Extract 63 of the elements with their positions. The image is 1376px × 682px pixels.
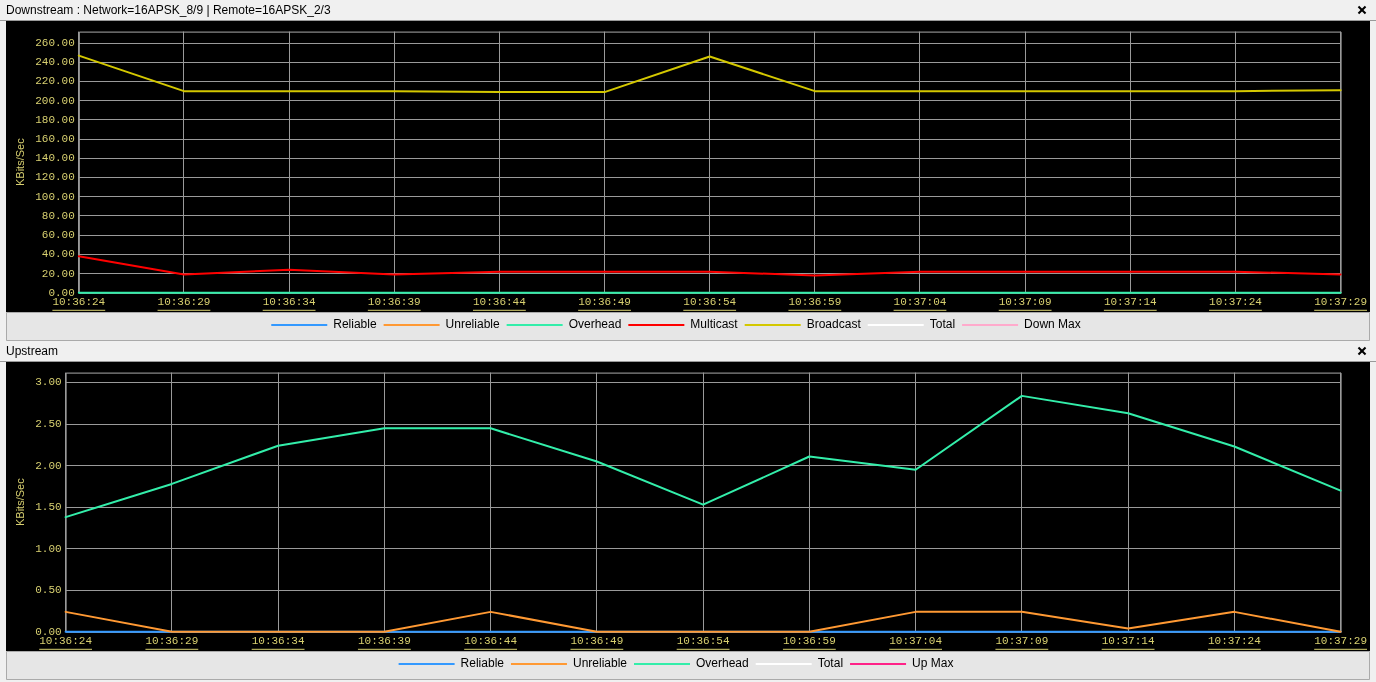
x-tick-label: 10:36:34 <box>262 296 316 309</box>
y-tick-label: 120.00 <box>35 171 75 184</box>
y-axis-title: KBits/Sec <box>13 477 26 527</box>
y-tick-label: 180.00 <box>35 113 75 126</box>
x-tick-label: 10:36:39 <box>367 296 421 309</box>
x-tick-label: 10:36:29 <box>157 296 211 309</box>
x-tick-label: 10:37:09 <box>998 296 1052 309</box>
y-tick-label: 260.00 <box>35 37 75 50</box>
x-tick-label: 10:36:24 <box>52 296 106 309</box>
x-tick-label: 10:36:54 <box>676 635 730 648</box>
y-tick-label: 240.00 <box>35 56 75 69</box>
y-tick-label: 3.00 <box>35 376 62 389</box>
x-tick-label: 10:36:29 <box>145 635 199 648</box>
x-tick-label: 10:37:29 <box>1314 296 1367 309</box>
x-tick-label: 10:36:39 <box>357 635 411 648</box>
legend-label: Multicast <box>690 317 739 332</box>
legend-label: Down Max <box>1024 317 1081 332</box>
x-tick-label: 10:37:29 <box>1314 635 1367 648</box>
chart-title: Downstream : Network=16APSK_8/9 | Remote=16APSK_2/3 <box>6 3 331 17</box>
legend-label: Total <box>929 317 956 332</box>
x-tick-label: 10:37:24 <box>1209 296 1263 309</box>
y-tick-label: 1.00 <box>35 542 62 555</box>
y-tick-label: 80.00 <box>41 209 75 222</box>
x-tick-label: 10:37:14 <box>1103 296 1158 309</box>
legend-label: Up Max <box>912 656 954 671</box>
x-tick-label: 10:36:49 <box>570 635 624 648</box>
y-tick-label: 2.50 <box>35 418 62 431</box>
y-tick-label: 2.00 <box>35 459 62 472</box>
y-tick-label: 40.00 <box>41 248 75 261</box>
x-tick-label: 10:36:49 <box>578 296 631 309</box>
legend-label: Reliable <box>460 656 505 671</box>
y-axis-title: KBits/Sec <box>13 137 26 187</box>
x-tick-label: 10:36:59 <box>782 635 836 648</box>
x-tick-label: 10:37:04 <box>893 296 947 309</box>
legend-label: Reliable <box>333 317 377 332</box>
y-tick-label: 140.00 <box>35 152 75 165</box>
y-tick-label: 220.00 <box>35 75 75 88</box>
y-tick-label: 1.50 <box>35 501 62 514</box>
legend-label: Unreliable <box>572 656 628 671</box>
y-tick-label: 0.50 <box>35 584 62 597</box>
y-tick-label: 0.00 <box>35 625 62 638</box>
legend-label: Overhead <box>696 656 749 671</box>
x-tick-label: 10:37:04 <box>889 635 943 648</box>
legend-label: Unreliable <box>445 317 500 332</box>
legend-label: Overhead <box>568 317 622 332</box>
y-tick-label: 60.00 <box>41 229 75 242</box>
y-tick-label: 160.00 <box>35 133 75 146</box>
x-tick-label: 10:36:59 <box>788 296 842 309</box>
legend-label: Total <box>817 656 844 671</box>
x-tick-label: 10:37:14 <box>1101 635 1155 648</box>
y-tick-label: 200.00 <box>35 94 75 107</box>
x-tick-label: 10:37:24 <box>1207 635 1262 648</box>
x-tick-label: 10:36:44 <box>464 635 518 648</box>
x-tick-label: 10:36:44 <box>473 296 527 309</box>
x-tick-label: 10:37:09 <box>995 635 1049 648</box>
y-tick-label: 20.00 <box>41 267 75 280</box>
chart-title: Upstream <box>6 344 59 358</box>
legend-label: Broadcast <box>806 317 862 332</box>
x-tick-label: 10:36:24 <box>39 635 93 648</box>
y-tick-label: 100.00 <box>35 190 75 203</box>
x-tick-label: 10:36:34 <box>251 635 305 648</box>
y-tick-label: 0.00 <box>48 286 75 299</box>
x-tick-label: 10:36:54 <box>683 296 737 309</box>
